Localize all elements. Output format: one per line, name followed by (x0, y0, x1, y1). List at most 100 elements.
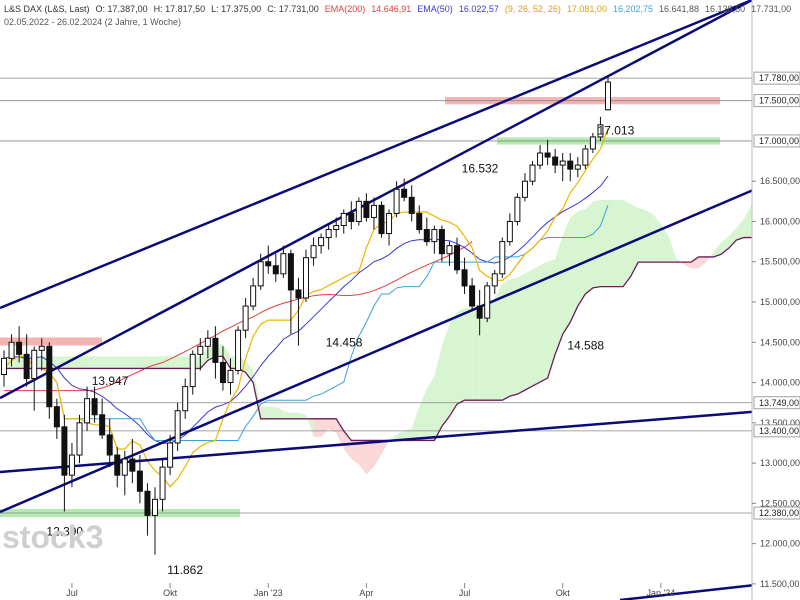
candle-body (348, 212, 355, 222)
y-tick-label: 15.000,00 (760, 297, 800, 307)
cloud-segment (94, 356, 103, 369)
cloud-segment (245, 360, 254, 383)
candle-body (370, 204, 377, 218)
candle-body (544, 152, 551, 158)
cloud-segment (562, 217, 571, 335)
header-value-14: 17.731,00 (751, 4, 792, 14)
candle-body (53, 406, 60, 428)
candle-body (559, 160, 566, 166)
candle-body (416, 212, 423, 231)
cloud-segment (155, 356, 163, 369)
candle-body (76, 422, 83, 456)
candle-body (506, 220, 513, 243)
cloud-segment (321, 418, 329, 437)
candle-body (333, 225, 340, 231)
candle-body (91, 398, 98, 416)
candle-body (121, 458, 128, 476)
cloud-segment (441, 324, 450, 427)
cloud-segment (290, 412, 299, 419)
candle-body (355, 200, 362, 222)
cloud-segment (389, 434, 397, 441)
header-value-4: C: 17.731,00 (267, 4, 319, 14)
cloud-segment (260, 406, 269, 419)
header-value-11: 16.202,75 (612, 4, 653, 14)
candle-body (167, 442, 174, 468)
cloud-segment (298, 412, 306, 419)
cloud-segment (419, 388, 427, 441)
candle-body (38, 345, 45, 351)
y-tick-label: 15.500,00 (760, 257, 800, 267)
candle-body (227, 369, 234, 384)
cloud-segment (645, 210, 654, 263)
candle-body (84, 398, 91, 424)
candle-body (106, 434, 113, 456)
cloud-segment (170, 356, 178, 369)
cloud-segment (117, 356, 125, 369)
price-annotation: 17.013 (598, 123, 635, 137)
trend-line (0, 0, 753, 400)
candle-body (136, 470, 143, 492)
candle-body (189, 353, 196, 388)
cloud-segment (306, 414, 314, 437)
chart-header-period: 02.05.2022 - 26.02.2024 (2 Jahre, 1 Woch… (4, 17, 181, 27)
candle-body (182, 386, 189, 412)
header-value-13: 16.138,50 (705, 4, 746, 14)
candle-body (272, 265, 279, 275)
cloud-segment (124, 356, 133, 369)
cloud-segment (547, 259, 556, 379)
cloud-segment (728, 228, 737, 249)
level-label-box (753, 424, 800, 438)
cloud-segment (487, 297, 495, 401)
cloud-segment (366, 440, 374, 475)
cloud-segment (577, 209, 586, 307)
x-tick-label: Jan '24 (646, 588, 675, 598)
candle-body (235, 329, 242, 371)
x-tick-label: Jul (459, 588, 471, 598)
candle-body (1, 357, 7, 375)
level-label: 13.749,00 (759, 398, 799, 408)
y-tick-label: 13.000,00 (760, 458, 800, 468)
level-label-box (753, 71, 800, 85)
candle-body (469, 285, 476, 307)
level-label: 17.000,00 (759, 136, 799, 146)
cloud-segment (328, 418, 337, 433)
candle-body (597, 124, 604, 138)
candle-body (431, 229, 438, 243)
candle-body (393, 188, 400, 214)
watermark: stock3 (2, 519, 103, 555)
chart-header-values: L&S DAX (L&S, Last) O: 17.387,00 H: 17.817… (4, 4, 797, 14)
level-label: 17.500,00 (759, 96, 799, 106)
candle-body (521, 180, 528, 198)
x-axis: Jul Okt Jan '23 Apr Jul Okt Jan '24 (66, 583, 675, 598)
candle-body (204, 337, 211, 347)
cloud-segment (585, 201, 593, 294)
candle-body (61, 426, 68, 476)
candle-body (250, 285, 257, 307)
level-label-box (753, 134, 800, 148)
candle-body (438, 229, 445, 255)
candle-body (257, 261, 264, 287)
cloud-segment (540, 261, 548, 383)
candle-body (295, 289, 302, 299)
cloud-segment (479, 308, 488, 401)
cloud-segment (683, 262, 692, 269)
price-annotation: 14.588 (567, 339, 604, 353)
candle-body (423, 229, 430, 243)
y-tick-label: 12.000,00 (760, 539, 800, 549)
cloud-segment (200, 348, 208, 369)
cloud-segment (411, 406, 420, 441)
x-tick-label: Okt (556, 588, 571, 598)
cloud-segment (396, 430, 405, 441)
candle-body (68, 454, 75, 476)
cloud-segment (592, 200, 601, 288)
cloud-segment (351, 440, 359, 465)
candle-body (303, 257, 309, 299)
y-tick-label: 14.000,00 (760, 378, 800, 388)
cloud-segment (653, 214, 661, 263)
candle-body (491, 273, 498, 287)
candle-body (212, 337, 219, 363)
candle-body (484, 285, 491, 319)
candle-body (401, 188, 408, 198)
cloud-segment (381, 440, 390, 455)
level-label-box (753, 94, 800, 108)
